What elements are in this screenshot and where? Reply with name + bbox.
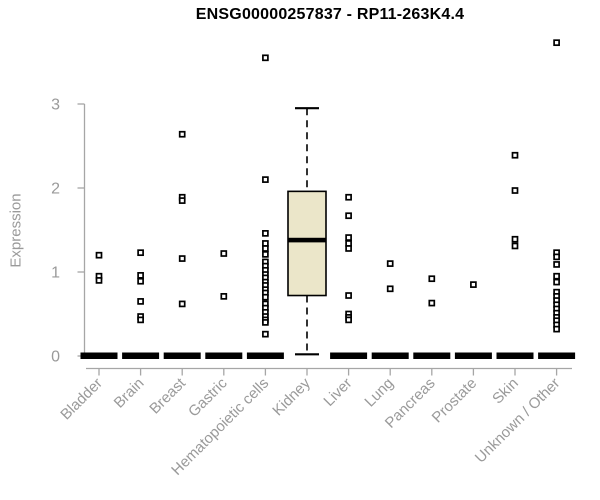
y-tick-label: 3	[51, 97, 60, 114]
iqr-box	[287, 190, 327, 297]
outlier-point	[386, 260, 394, 267]
outlier-point	[386, 285, 394, 293]
outlier-point	[345, 292, 352, 299]
outlier-point	[178, 197, 186, 204]
outlier-point	[178, 255, 186, 262]
outlier-point	[137, 272, 144, 279]
outlier-point	[345, 193, 352, 201]
category-label: Kidney	[269, 374, 314, 419]
category-label: Breast	[146, 374, 189, 417]
outlier-point	[262, 293, 269, 301]
outlier-point	[345, 212, 352, 220]
outlier-point	[262, 230, 269, 237]
outlier-point	[511, 187, 519, 194]
outlier-point	[345, 234, 352, 241]
outlier-point	[428, 299, 436, 307]
outlier-point	[137, 316, 144, 324]
outlier-point	[262, 54, 269, 62]
category-label: Liver	[320, 375, 355, 410]
outlier-point	[262, 251, 269, 258]
outlier-point	[262, 245, 269, 252]
outlier-point	[553, 272, 560, 280]
category-label: Skin	[489, 375, 522, 408]
category-label: Bladder	[57, 375, 106, 424]
outlier-point	[345, 245, 352, 252]
zero-bar	[538, 352, 576, 359]
zero-bar	[163, 352, 201, 359]
outlier-point	[345, 316, 352, 324]
median-line	[288, 237, 326, 243]
outlier-point	[428, 275, 436, 283]
outlier-point	[511, 151, 519, 159]
outlier-point	[137, 298, 144, 305]
y-tick-label: 1	[51, 265, 60, 282]
zero-bar	[122, 352, 160, 359]
zero-bar	[205, 352, 243, 359]
outlier-point	[553, 39, 560, 47]
outlier-point	[220, 250, 228, 257]
y-tick-label: 0	[51, 349, 60, 366]
outlier-point	[262, 176, 269, 183]
zero-bar	[246, 352, 284, 359]
outlier-point	[553, 253, 560, 261]
outlier-point	[470, 281, 477, 288]
zero-bar	[80, 352, 118, 359]
outlier-point	[553, 261, 560, 268]
outlier-point	[95, 277, 103, 284]
zero-bar	[454, 352, 492, 359]
category-label: Prostate	[429, 375, 481, 427]
zero-bar	[330, 352, 368, 359]
outlier-point	[178, 130, 186, 138]
category-label: Brain	[111, 375, 148, 412]
chart-title: ENSG00000257837 - RP11-263K4.4	[195, 6, 465, 23]
outlier-point	[262, 319, 269, 326]
outlier-point	[178, 300, 186, 308]
outlier-point	[137, 249, 144, 257]
outlier-point	[95, 251, 103, 259]
outlier-point	[137, 277, 144, 285]
category-label: Lung	[361, 375, 397, 411]
outlier-point	[220, 293, 228, 300]
outlier-point	[553, 278, 560, 286]
y-tick-label: 2	[51, 181, 60, 198]
zero-bar	[496, 352, 534, 359]
outlier-point	[553, 325, 560, 333]
zero-bar	[413, 352, 451, 359]
outlier-point	[262, 330, 269, 338]
outlier-point	[511, 235, 519, 243]
outlier-point	[511, 242, 519, 250]
zero-bar	[371, 352, 409, 359]
